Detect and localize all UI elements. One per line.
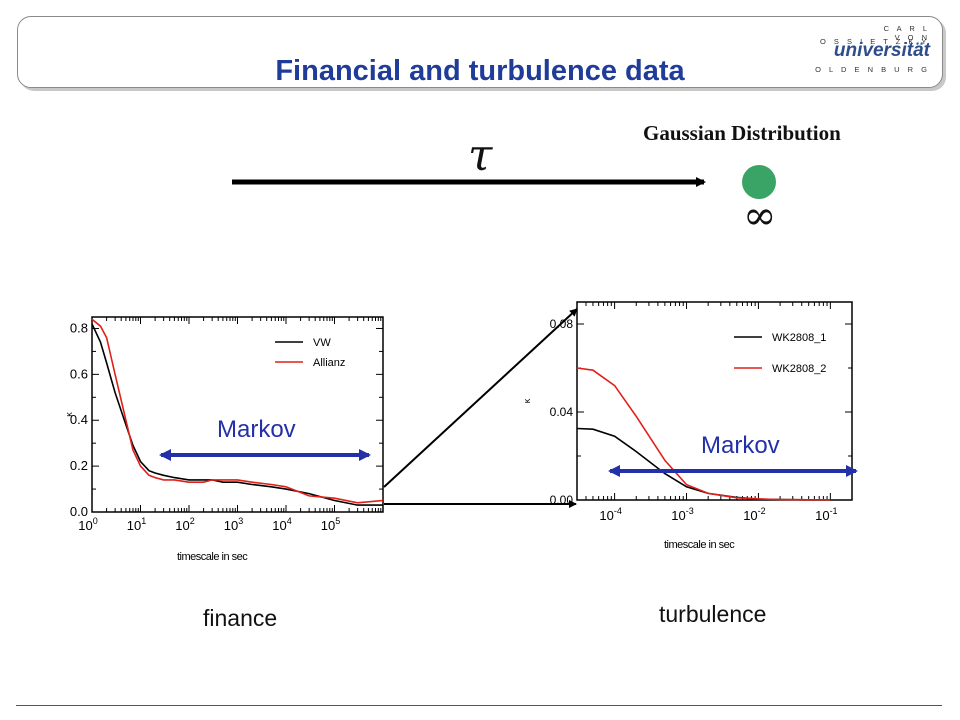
finance-caption: finance	[203, 605, 278, 631]
y-tick-label: 0.04	[550, 405, 574, 419]
logo-text-oldenburg: O L D E N B U R G	[815, 65, 930, 74]
x-tick-label: 101	[127, 516, 146, 533]
series-line-1	[576, 367, 831, 501]
series-line-0	[91, 323, 383, 506]
y-axis-label: κ	[64, 412, 74, 417]
y-axis-label: κ	[522, 398, 532, 403]
x-tick-label: 10-4	[599, 506, 621, 523]
x-tick-label: 105	[321, 516, 340, 533]
y-tick-label: 0.4	[70, 412, 88, 427]
turbulence-x-axis-title: timescale in sec	[664, 539, 735, 551]
turbulence-chart: 10-4 10-3 10-2 10-1 0.00 0.04 0.08 κ WK2808_1 WK2…	[522, 301, 853, 523]
legend-label-1: WK2808_2	[772, 363, 826, 375]
x-tick-label: 103	[224, 516, 243, 533]
infinity-symbol: ∞	[743, 193, 777, 239]
gaussian-dot	[742, 165, 776, 199]
zoom-arrow-upper	[383, 308, 578, 488]
x-tick-label: 10-1	[815, 506, 837, 523]
legend-label-1: Allianz	[313, 357, 345, 369]
x-tick-label: 104	[272, 516, 291, 533]
legend-label-0: VW	[313, 337, 331, 349]
title-frame: Financial and turbulence data	[17, 16, 943, 88]
y-tick-label: 0.2	[70, 458, 88, 473]
finance-chart: 100 101 102 103 104 105 0.0 0.2 0.4 0.6 0.8 κ VW Alli…	[64, 316, 384, 533]
finance-x-axis-title: timescale in sec	[177, 551, 248, 563]
university-logo: C A R L V O N O S S I E T Z K Y universi…	[800, 22, 930, 84]
legend-label-0: WK2808_1	[772, 332, 826, 344]
tau-symbol: τ	[468, 130, 493, 181]
y-tick-label: 0.0	[70, 504, 88, 519]
finance-markov-label: Markov	[217, 416, 296, 443]
series-line-1	[91, 318, 384, 504]
plot-frame	[576, 301, 853, 501]
x-tick-label: 10-3	[671, 506, 693, 523]
footer-divider	[16, 705, 942, 706]
y-tick-label: 0.08	[550, 317, 574, 331]
x-tick-label: 10-2	[743, 506, 765, 523]
y-tick-label: 0.00	[550, 493, 574, 507]
logo-text-ossietzky: O S S I E T Z K Y	[820, 37, 930, 46]
turbulence-caption: turbulence	[659, 601, 767, 627]
x-tick-label: 100	[78, 516, 97, 533]
x-tick-label: 102	[175, 516, 194, 533]
slide-title: Financial and turbulence data	[275, 55, 685, 87]
gaussian-label: Gaussian Distribution	[643, 121, 841, 145]
logo-text-universitat: universität	[833, 40, 930, 61]
y-tick-label: 0.8	[70, 320, 88, 335]
logo-text-carl: C A R L	[883, 24, 930, 33]
turbulence-markov-label: Markov	[701, 432, 780, 459]
y-tick-label: 0.6	[70, 366, 88, 381]
logo-text-von: V O N	[894, 33, 930, 42]
